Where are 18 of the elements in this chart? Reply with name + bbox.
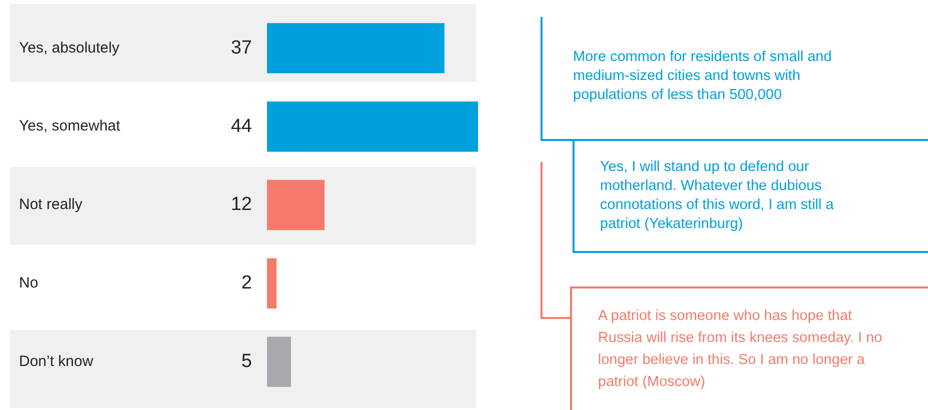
bar (267, 102, 478, 152)
y-tick-label: Not really (19, 196, 83, 214)
text: Yes, I will stand up to defend our motherland. Whatever the dubious connotations of this word, I am still a patriot (Yekaterinburg) (600, 158, 835, 234)
data-label: 2 (241, 272, 252, 294)
bar (267, 258, 277, 308)
data-label: 12 (230, 194, 252, 216)
text: A patriot is someone who has hope that Russia will rise from its knees someday. I no longer believe in this. So I am no longer a patriot (Moscow) (598, 307, 884, 392)
bar (267, 180, 325, 230)
data-label: 37 (230, 37, 252, 58)
y-tick-label: Yes, absolutely (19, 39, 120, 56)
bar (267, 23, 444, 74)
bar (267, 336, 291, 387)
y-tick-label: Yes, somewhat (19, 118, 121, 135)
y-tick-label: Don’t know (19, 352, 94, 370)
text: More common for residents of small and medium-sized cities and towns with populations of less than 500,000 (573, 48, 833, 105)
y-tick-label: No (19, 274, 38, 292)
data-label: 44 (230, 116, 252, 137)
data-label: 5 (241, 351, 252, 372)
